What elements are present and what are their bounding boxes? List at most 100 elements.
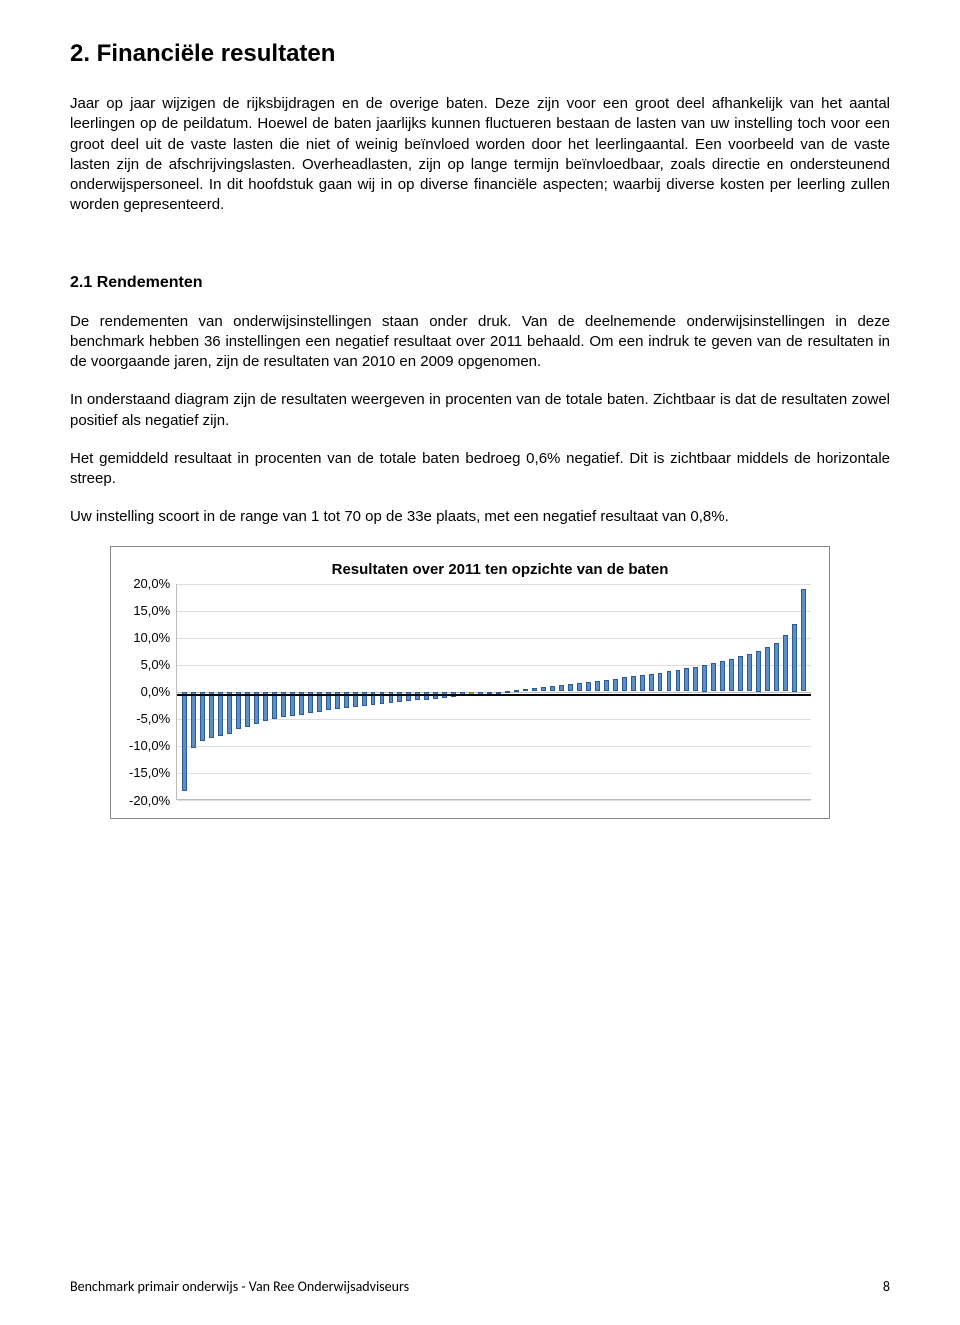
section-heading: 2. Financiële resultaten <box>70 40 890 68</box>
bar-slot <box>755 584 762 799</box>
bar-slot <box>226 584 233 799</box>
gridline <box>177 638 811 639</box>
chart-bar <box>729 659 734 692</box>
chart-bar <box>514 690 519 692</box>
bar-slot <box>325 584 332 799</box>
bar-slot <box>334 584 341 799</box>
bar-slot <box>746 584 753 799</box>
chart-bar <box>604 680 609 692</box>
chart-plot-area <box>176 584 811 800</box>
chart-bar <box>756 651 761 692</box>
bar-slot <box>432 584 439 799</box>
bar-slot <box>800 584 807 799</box>
bar-slot <box>307 584 314 799</box>
chart-bar <box>774 643 779 692</box>
bar-slot <box>513 584 520 799</box>
chart-bar <box>801 589 806 692</box>
chart-bar <box>182 692 187 792</box>
chart-bar <box>236 692 241 730</box>
chart-bar <box>523 689 528 692</box>
bar-slot <box>710 584 717 799</box>
bar-slot <box>567 584 574 799</box>
chart-bar <box>200 692 205 742</box>
chart-bar <box>505 691 510 693</box>
bar-slot <box>217 584 224 799</box>
bar-slot <box>522 584 529 799</box>
bar-slot <box>405 584 412 799</box>
page-footer: Benchmark primair onderwijs - Van Ree On… <box>70 1278 890 1295</box>
y-axis-label: -20,0% <box>129 793 170 808</box>
y-axis-label: -15,0% <box>129 765 170 780</box>
chart-bar <box>738 656 743 691</box>
bar-slot <box>280 584 287 799</box>
gridline <box>177 584 811 585</box>
bar-slot <box>737 584 744 799</box>
gridline <box>177 611 811 612</box>
bar-slot <box>414 584 421 799</box>
chart-bar <box>586 682 591 692</box>
bar-slot <box>594 584 601 799</box>
chart-bar <box>218 692 223 737</box>
y-axis-label: -5,0% <box>129 711 170 726</box>
chart-bar <box>532 688 537 692</box>
results-chart: Resultaten over 2011 ten opzichte van de… <box>110 546 830 819</box>
chart-bar <box>747 654 752 692</box>
chart-bar <box>792 624 797 692</box>
y-axis-label: 15,0% <box>129 603 170 618</box>
bar-slot <box>343 584 350 799</box>
bar-slot <box>648 584 655 799</box>
chart-bar <box>631 676 636 691</box>
bar-slot <box>657 584 664 799</box>
spacer <box>70 234 890 274</box>
average-line <box>177 694 811 696</box>
chart-plot-wrap <box>176 584 811 808</box>
chart-bar <box>676 670 681 692</box>
bar-slot <box>379 584 386 799</box>
bar-slot <box>630 584 637 799</box>
gridline <box>177 719 811 720</box>
y-axis-label: 5,0% <box>129 657 170 672</box>
bar-slot <box>352 584 359 799</box>
y-axis-label: 0,0% <box>129 684 170 699</box>
bar-slot <box>764 584 771 799</box>
chart-bar <box>595 681 600 692</box>
chart-bar <box>684 668 689 691</box>
bar-slot <box>504 584 511 799</box>
bar-slot <box>244 584 251 799</box>
body-paragraph-2: In onderstaand diagram zijn de resultate… <box>70 390 890 431</box>
bar-slot <box>370 584 377 799</box>
chart-bar <box>245 692 250 727</box>
bar-slot <box>773 584 780 799</box>
bar-slot <box>495 584 502 799</box>
chart-bar <box>720 661 725 692</box>
chart-bar <box>559 685 564 691</box>
bar-slot <box>692 584 699 799</box>
bar-slot <box>701 584 708 799</box>
bar-slot <box>486 584 493 799</box>
chart-bar <box>658 673 663 692</box>
bar-slot <box>540 584 547 799</box>
bar-slot <box>396 584 403 799</box>
body-paragraph-3: Het gemiddeld resultaat in procenten van… <box>70 449 890 490</box>
bar-slot <box>208 584 215 799</box>
chart-y-axis: 20,0%15,0%10,0%5,0%0,0%-5,0%-10,0%-15,0%… <box>129 576 176 808</box>
bar-slot <box>199 584 206 799</box>
chart-bar <box>783 635 788 692</box>
bar-slot <box>450 584 457 799</box>
chart-bar <box>667 671 672 692</box>
bar-slot <box>683 584 690 799</box>
bar-slot <box>612 584 619 799</box>
bar-slot <box>271 584 278 799</box>
bar-slot <box>719 584 726 799</box>
bar-slot <box>181 584 188 799</box>
bar-slot <box>423 584 430 799</box>
bar-slot <box>558 584 565 799</box>
page-number: 8 <box>883 1278 890 1295</box>
bar-slot <box>585 584 592 799</box>
body-paragraph-1: De rendementen van onderwijsinstellingen… <box>70 312 890 373</box>
chart-bar <box>254 692 259 724</box>
bar-slot <box>576 584 583 799</box>
chart-bar <box>640 675 645 691</box>
chart-bar <box>550 686 555 691</box>
bar-slot <box>262 584 269 799</box>
